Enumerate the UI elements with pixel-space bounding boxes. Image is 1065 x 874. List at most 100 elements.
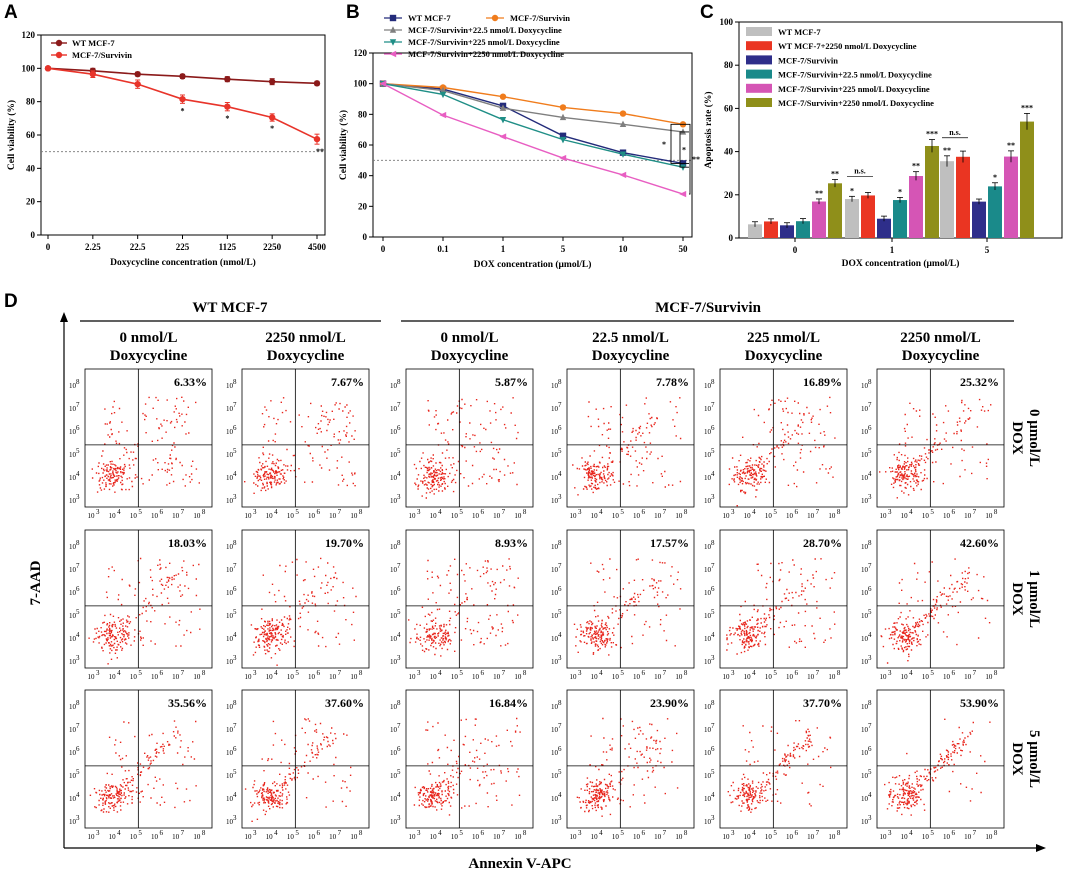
x-tick-exp: 5 <box>138 829 142 837</box>
y-tick-exp: 4 <box>868 791 872 799</box>
y-tick-exp: 3 <box>868 493 872 501</box>
x-axis-label: Doxycycline concentration (nmol/L) <box>110 257 256 268</box>
panel-label-a: A <box>4 2 18 23</box>
percentage-label: 18.03% <box>168 536 207 550</box>
y-tick-label: 10 <box>704 635 712 643</box>
x-tick-exp: 7 <box>502 508 506 516</box>
x-tick-exp: 8 <box>523 829 527 837</box>
column-header: 0 nmol/L <box>120 330 178 346</box>
x-tick-label: 10 <box>880 673 888 681</box>
x-tick-label: 10 <box>287 512 295 520</box>
x-tick-label: 10 <box>193 673 201 681</box>
y-tick-label: 10 <box>69 772 77 780</box>
x-tick-label: 225 <box>176 242 190 252</box>
percentage-label: 16.84% <box>489 696 528 710</box>
y-tick-exp: 7 <box>397 401 401 409</box>
y-tick-label: 10 <box>704 772 712 780</box>
y-tick-label: 10 <box>704 566 712 574</box>
x-tick-exp: 6 <box>952 508 956 516</box>
x-tick-exp: 3 <box>96 669 100 677</box>
x-tick-label: 10 <box>943 833 951 841</box>
data-point <box>619 151 627 158</box>
y-tick-exp: 6 <box>711 745 715 753</box>
y-tick-exp: 3 <box>233 493 237 501</box>
x-tick-exp: 3 <box>96 508 100 516</box>
series-line-0 <box>382 82 684 165</box>
bar <box>828 183 842 238</box>
y-tick-exp: 6 <box>868 424 872 432</box>
y-tick-exp: 4 <box>868 470 872 478</box>
x-tick-exp: 3 <box>578 669 582 677</box>
scatter-points <box>244 718 352 822</box>
x-tick-label: 10 <box>514 833 522 841</box>
data-point <box>134 70 141 78</box>
x-tick-label: 10 <box>430 833 438 841</box>
y-tick-exp: 6 <box>868 585 872 593</box>
y-tick-label: 80 <box>358 109 368 119</box>
y-tick-exp: 4 <box>76 470 80 478</box>
x-tick-exp: 7 <box>663 669 667 677</box>
y-tick-label: 10 <box>390 772 398 780</box>
x-tick-label: 10 <box>765 833 773 841</box>
x-tick-label: 10 <box>723 833 731 841</box>
x-tick-exp: 4 <box>438 669 442 677</box>
y-tick-exp: 7 <box>233 562 237 570</box>
panel-label-b: B <box>346 2 360 23</box>
y-tick-exp: 5 <box>233 768 237 776</box>
y-axis-label: Apoptosis rate (%) <box>703 91 714 168</box>
y-tick-label: 10 <box>551 749 559 757</box>
y-tick-label: 10 <box>704 428 712 436</box>
x-tick-label: 10 <box>329 673 337 681</box>
plot-frame <box>372 52 693 238</box>
flow-plot-frame <box>84 689 213 829</box>
y-tick-exp: 8 <box>76 699 80 707</box>
y-tick-exp: 5 <box>233 608 237 616</box>
y-tick-exp: 5 <box>233 447 237 455</box>
x-tick-label: 10 <box>172 673 180 681</box>
y-tick-exp: 6 <box>558 424 562 432</box>
scatter-points <box>89 720 197 813</box>
flow-plot: 17.57%10 310 310 410 410 510 510 610 610 710 710 81… <box>551 529 695 681</box>
flow-plot-frame <box>566 529 695 669</box>
x-tick-exp: 8 <box>202 669 206 677</box>
x-tick-exp: 5 <box>295 829 299 837</box>
flow-plot: 5.87%10 310 310 410 410 510 510 610 610 710 710 810… <box>390 368 534 520</box>
y-tick-label: 100 <box>22 63 36 73</box>
y-tick-label: 10 <box>704 474 712 482</box>
x-tick-exp: 5 <box>138 669 142 677</box>
y-tick-label: 10 <box>861 635 869 643</box>
x-tick-exp: 3 <box>96 829 100 837</box>
column-header: Doxycycline <box>592 348 670 364</box>
y-tick-exp: 8 <box>711 539 715 547</box>
panel-a: 0 20 40 60 80 100 120 0 2.25 22.5 225 1125 2250 4500 D… <box>4 2 327 268</box>
x-tick-exp: 6 <box>952 829 956 837</box>
legend-marker <box>389 26 397 33</box>
y-tick-exp: 6 <box>711 585 715 593</box>
bar <box>1004 156 1018 238</box>
legend-label: WT MCF-7 <box>408 13 451 23</box>
y-tick-exp: 7 <box>558 562 562 570</box>
data-point <box>679 164 687 171</box>
flow-plot-frame <box>84 368 213 508</box>
y-tick-label: 10 <box>551 795 559 803</box>
x-tick-label: 10 <box>591 512 599 520</box>
y-axis-label: Cell viability (%) <box>6 100 17 170</box>
y-tick-exp: 5 <box>76 447 80 455</box>
legend-marker <box>55 39 63 47</box>
percentage-label: 25.32% <box>960 375 999 389</box>
x-tick-exp: 8 <box>523 508 527 516</box>
x-tick-label: 10 <box>172 512 180 520</box>
legend-swatch <box>746 55 772 65</box>
flow-plot: 37.70%10 310 310 410 410 510 510 610 610 710 710 81… <box>704 689 848 841</box>
legend-label: MCF-7/Survivin <box>72 50 132 60</box>
x-tick-exp: 4 <box>909 829 913 837</box>
y-tick-exp: 8 <box>397 378 401 386</box>
y-tick-exp: 3 <box>711 654 715 662</box>
data-point <box>559 104 567 111</box>
flow-plot-frame <box>566 689 695 829</box>
row-label: DOX <box>1009 742 1025 776</box>
x-tick-exp: 3 <box>417 669 421 677</box>
x-tick-label: 10 <box>266 833 274 841</box>
y-tick-exp: 3 <box>397 814 401 822</box>
y-tick-exp: 8 <box>868 378 872 386</box>
